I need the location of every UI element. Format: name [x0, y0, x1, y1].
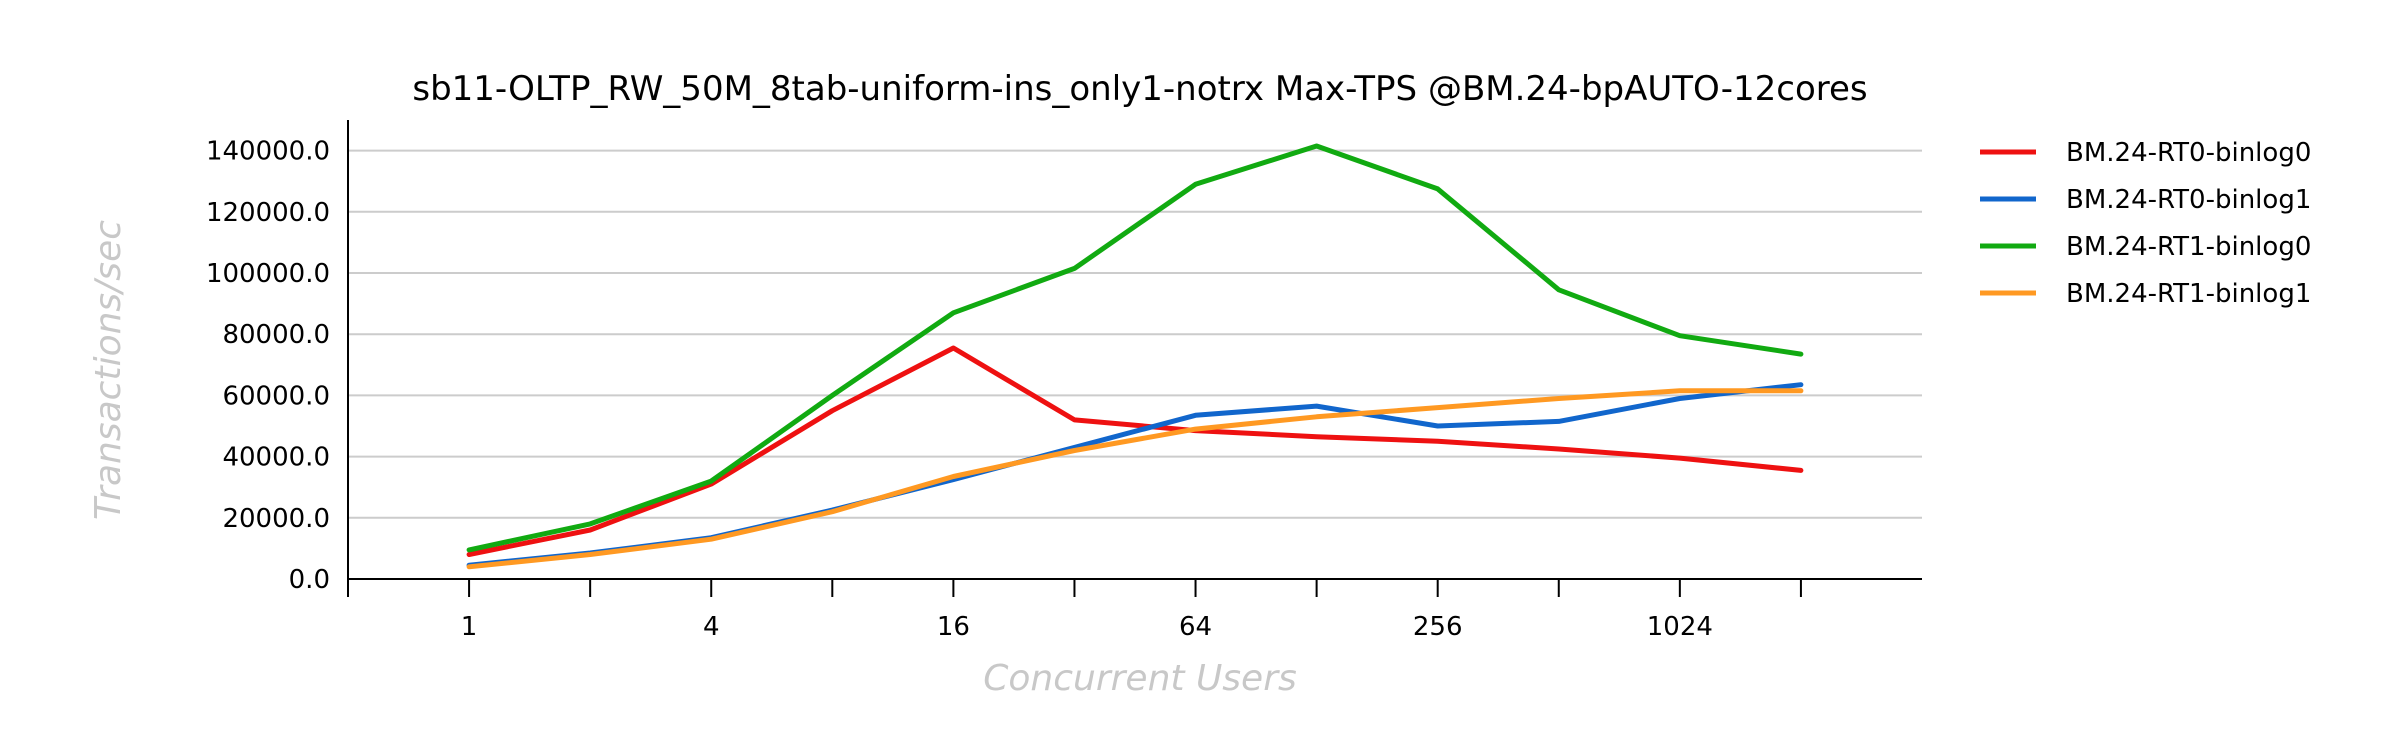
grid [348, 149, 1922, 519]
x-tick-label: 1024 [1647, 612, 1713, 642]
y-tick-label: 120000.0 [206, 198, 330, 228]
x-tick-label: 256 [1413, 612, 1463, 642]
series-line-bm-24-rt1-binlog0 [466, 143, 1804, 553]
x-tick-label: 64 [1179, 612, 1212, 642]
legend-label: BM.24-RT0-binlog1 [2066, 185, 2311, 215]
series-lines [466, 143, 1804, 570]
y-tick-label: 140000.0 [206, 137, 330, 167]
x-tick-label: 4 [703, 612, 720, 642]
x-axis-title: Concurrent Users [983, 658, 1297, 699]
x-tick-label: 16 [937, 612, 970, 642]
y-tick-label: 60000.0 [222, 381, 330, 411]
y-tick-label: 100000.0 [206, 259, 330, 289]
series-line-bm-24-rt0-binlog0 [466, 345, 1804, 557]
legend-label: BM.24-RT0-binlog0 [2066, 138, 2311, 168]
axes: 0.0 20000.0 40000.0 60000.0 80000.0 100000.0 1… [206, 120, 1922, 642]
y-tick-label: 40000.0 [222, 443, 330, 473]
y-tick-label: 20000.0 [222, 504, 330, 534]
y-tick-label: 80000.0 [222, 320, 330, 350]
series-line-bm-24-rt0-binlog1 [466, 382, 1804, 568]
y-axis-title: Transactions/sec [88, 220, 129, 520]
x-tick-label: 1 [461, 612, 478, 642]
legend-label: BM.24-RT1-binlog1 [2066, 279, 2311, 309]
series-line-bm-24-rt1-binlog1 [466, 388, 1804, 570]
legend-label: BM.24-RT1-binlog0 [2066, 232, 2311, 262]
y-tick-label: 0.0 [289, 565, 330, 595]
legend: BM.24-RT0-binlog0 BM.24-RT0-binlog1 BM.24-… [1980, 138, 2311, 309]
chart-title: sb11-OLTP_RW_50M_8tab-uniform-ins_only1-… [412, 69, 1867, 109]
